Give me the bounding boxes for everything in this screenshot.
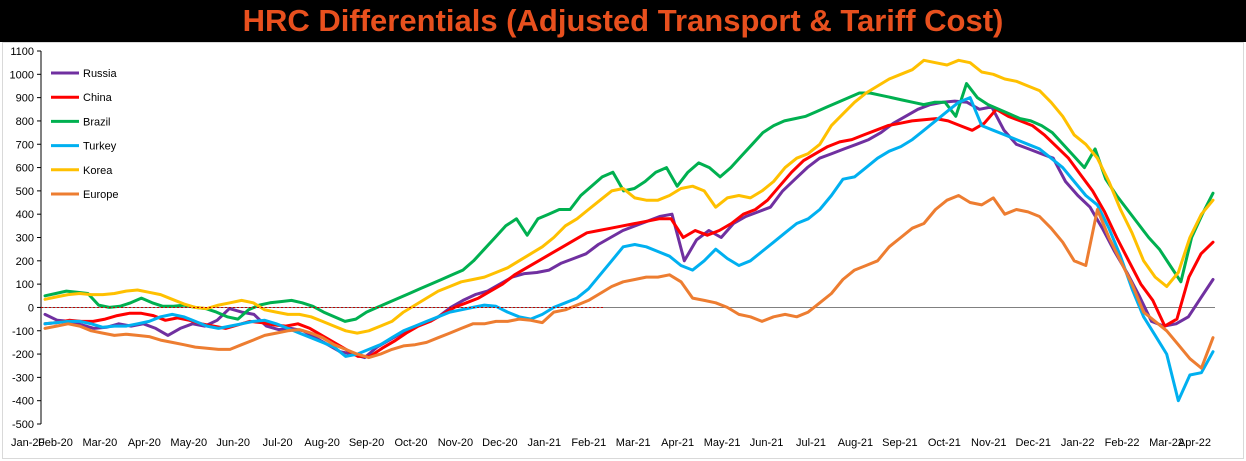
legend-label-china: China — [83, 92, 113, 104]
x-tick-label: Sep-21 — [882, 437, 917, 449]
x-tick-label: Jun-21 — [750, 437, 784, 449]
y-tick-label: 400 — [16, 209, 34, 221]
x-tick-label: Jan-22 — [1061, 437, 1095, 449]
series-line-korea — [43, 58, 1215, 335]
x-tick-label: Jul-20 — [263, 437, 293, 449]
y-tick-label: 500 — [16, 186, 34, 198]
y-tick-label: -500 — [12, 419, 34, 431]
y-tick-label: -300 — [12, 372, 34, 384]
y-tick-label: 300 — [16, 233, 34, 245]
series-line-russia — [43, 99, 1215, 360]
y-tick-label: -400 — [12, 396, 34, 408]
y-tick-label: 800 — [16, 116, 34, 128]
x-tick-label: Apr-21 — [661, 437, 694, 449]
x-tick-label: Feb-22 — [1105, 437, 1140, 449]
y-tick-label: 700 — [16, 139, 34, 151]
legend-label-turkey: Turkey — [83, 141, 117, 153]
x-tick-label: Mar-20 — [82, 437, 117, 449]
x-tick-label: Jan-20 — [11, 437, 45, 449]
x-tick-label: Nov-20 — [438, 437, 473, 449]
x-tick-label: May-20 — [170, 437, 207, 449]
legend-label-brazil: Brazil — [83, 116, 111, 128]
line-chart: -500 -400 -300 -200 -100 0 100 200 300 400 500 600 7… — [10, 46, 1215, 449]
x-tick-label: Oct-21 — [928, 437, 961, 449]
x-tick-label: Mar-22 — [1149, 437, 1184, 449]
chart-title: HRC Differentials (Adjusted Transport & … — [242, 3, 1004, 38]
x-tick-label: Mar-21 — [616, 437, 651, 449]
y-tick-label: 900 — [16, 93, 34, 105]
x-tick-label: Aug-20 — [304, 437, 339, 449]
x-tick-label: Jan-21 — [528, 437, 562, 449]
x-tick-label: Jun-20 — [216, 437, 250, 449]
series-line-europe — [43, 194, 1215, 370]
x-tick-label: May-21 — [704, 437, 741, 449]
x-tick-label: Nov-21 — [971, 437, 1006, 449]
x-tick-label: Feb-20 — [38, 437, 73, 449]
legend-label-russia: Russia — [83, 68, 118, 80]
x-tick-label: Oct-20 — [394, 437, 427, 449]
title-bar: HRC Differentials (Adjusted Transport & … — [0, 0, 1246, 42]
series-line-brazil — [43, 82, 1215, 323]
y-tick-label: 200 — [16, 256, 34, 268]
legend-label-europe: Europe — [83, 189, 118, 201]
x-tick-label: Jul-21 — [796, 437, 826, 449]
x-tick-label: Apr-22 — [1178, 437, 1211, 449]
x-tick-label: Apr-20 — [128, 437, 161, 449]
legend-label-korea: Korea — [83, 165, 113, 177]
x-tick-label: Dec-21 — [1015, 437, 1050, 449]
x-tick-label: Feb-21 — [571, 437, 606, 449]
chart-area: -500 -400 -300 -200 -100 0 100 200 300 400 500 600 7… — [2, 42, 1244, 459]
x-tick-label: Dec-20 — [482, 437, 517, 449]
series-line-turkey — [43, 96, 1215, 403]
y-tick-label: 600 — [16, 163, 34, 175]
y-tick-label: 1000 — [10, 69, 34, 81]
y-tick-label: 0 — [28, 302, 34, 314]
y-tick-label: 1100 — [10, 46, 34, 58]
y-tick-label: 100 — [16, 279, 34, 291]
x-tick-label: Sep-20 — [349, 437, 384, 449]
y-tick-label: -100 — [12, 326, 34, 338]
y-tick-label: -200 — [12, 349, 34, 361]
x-tick-label: Aug-21 — [838, 437, 873, 449]
